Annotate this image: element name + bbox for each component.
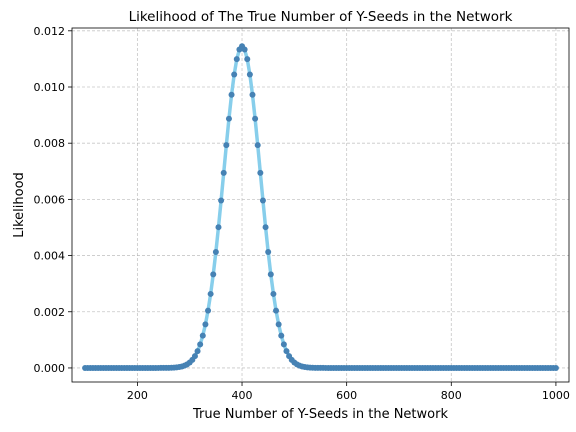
ticks: 200 400 600 800 1000 0.000 0.002 0.004 0.006 0.00…	[34, 25, 570, 402]
y-tick-label: 0.008	[34, 137, 66, 150]
data-point	[254, 142, 261, 149]
data-point	[194, 348, 201, 355]
data-point	[205, 307, 212, 314]
x-tick-label: 1000	[542, 389, 570, 402]
likelihood-line	[85, 44, 556, 370]
data-point	[225, 115, 232, 122]
x-tick-label: 400	[232, 389, 253, 402]
data-point	[552, 364, 559, 371]
data-point	[212, 249, 219, 255]
data-point	[249, 91, 256, 98]
data-point	[270, 290, 277, 297]
data-point	[257, 169, 264, 176]
data-point	[210, 271, 217, 278]
data-point	[278, 332, 285, 339]
y-tick-label: 0.010	[34, 81, 66, 94]
y-tick-label: 0.006	[34, 193, 66, 206]
data-point	[262, 224, 269, 231]
data-point	[215, 224, 222, 231]
plot-frame	[71, 27, 570, 383]
data-point	[241, 46, 248, 53]
data-point	[265, 249, 272, 255]
y-tick-label: 0.000	[34, 362, 66, 375]
data-point	[218, 197, 225, 204]
data-point	[223, 142, 230, 149]
data-point	[246, 71, 253, 78]
chart-title: Likelihood of The True Number of Y-Seeds…	[129, 9, 513, 25]
y-axis-label: Likelihood	[12, 172, 27, 238]
data-point	[231, 71, 238, 78]
data-point	[202, 321, 209, 328]
data-point	[220, 169, 227, 176]
x-tick-label: 200	[127, 389, 148, 402]
data-point	[233, 56, 240, 63]
x-axis-label: True Number of Y-Seeds in the Network	[192, 407, 448, 422]
data-point	[191, 353, 198, 360]
data-point	[280, 341, 287, 348]
data-point	[228, 91, 235, 98]
y-tick-label: 0.002	[34, 306, 66, 319]
data-point	[283, 348, 290, 355]
data-point	[273, 307, 280, 314]
data-point	[207, 290, 214, 297]
grid	[72, 28, 569, 382]
data-point	[244, 56, 251, 63]
data-point	[197, 341, 204, 348]
data-point	[275, 321, 282, 328]
x-tick-label: 800	[441, 389, 462, 402]
data-point	[267, 271, 274, 278]
x-tick-label: 600	[336, 389, 357, 402]
y-tick-label: 0.004	[34, 250, 66, 263]
data-point	[199, 332, 206, 339]
data-point	[259, 197, 266, 204]
data-point	[252, 115, 259, 122]
y-tick-label: 0.012	[34, 25, 66, 38]
series-layer	[82, 43, 559, 371]
